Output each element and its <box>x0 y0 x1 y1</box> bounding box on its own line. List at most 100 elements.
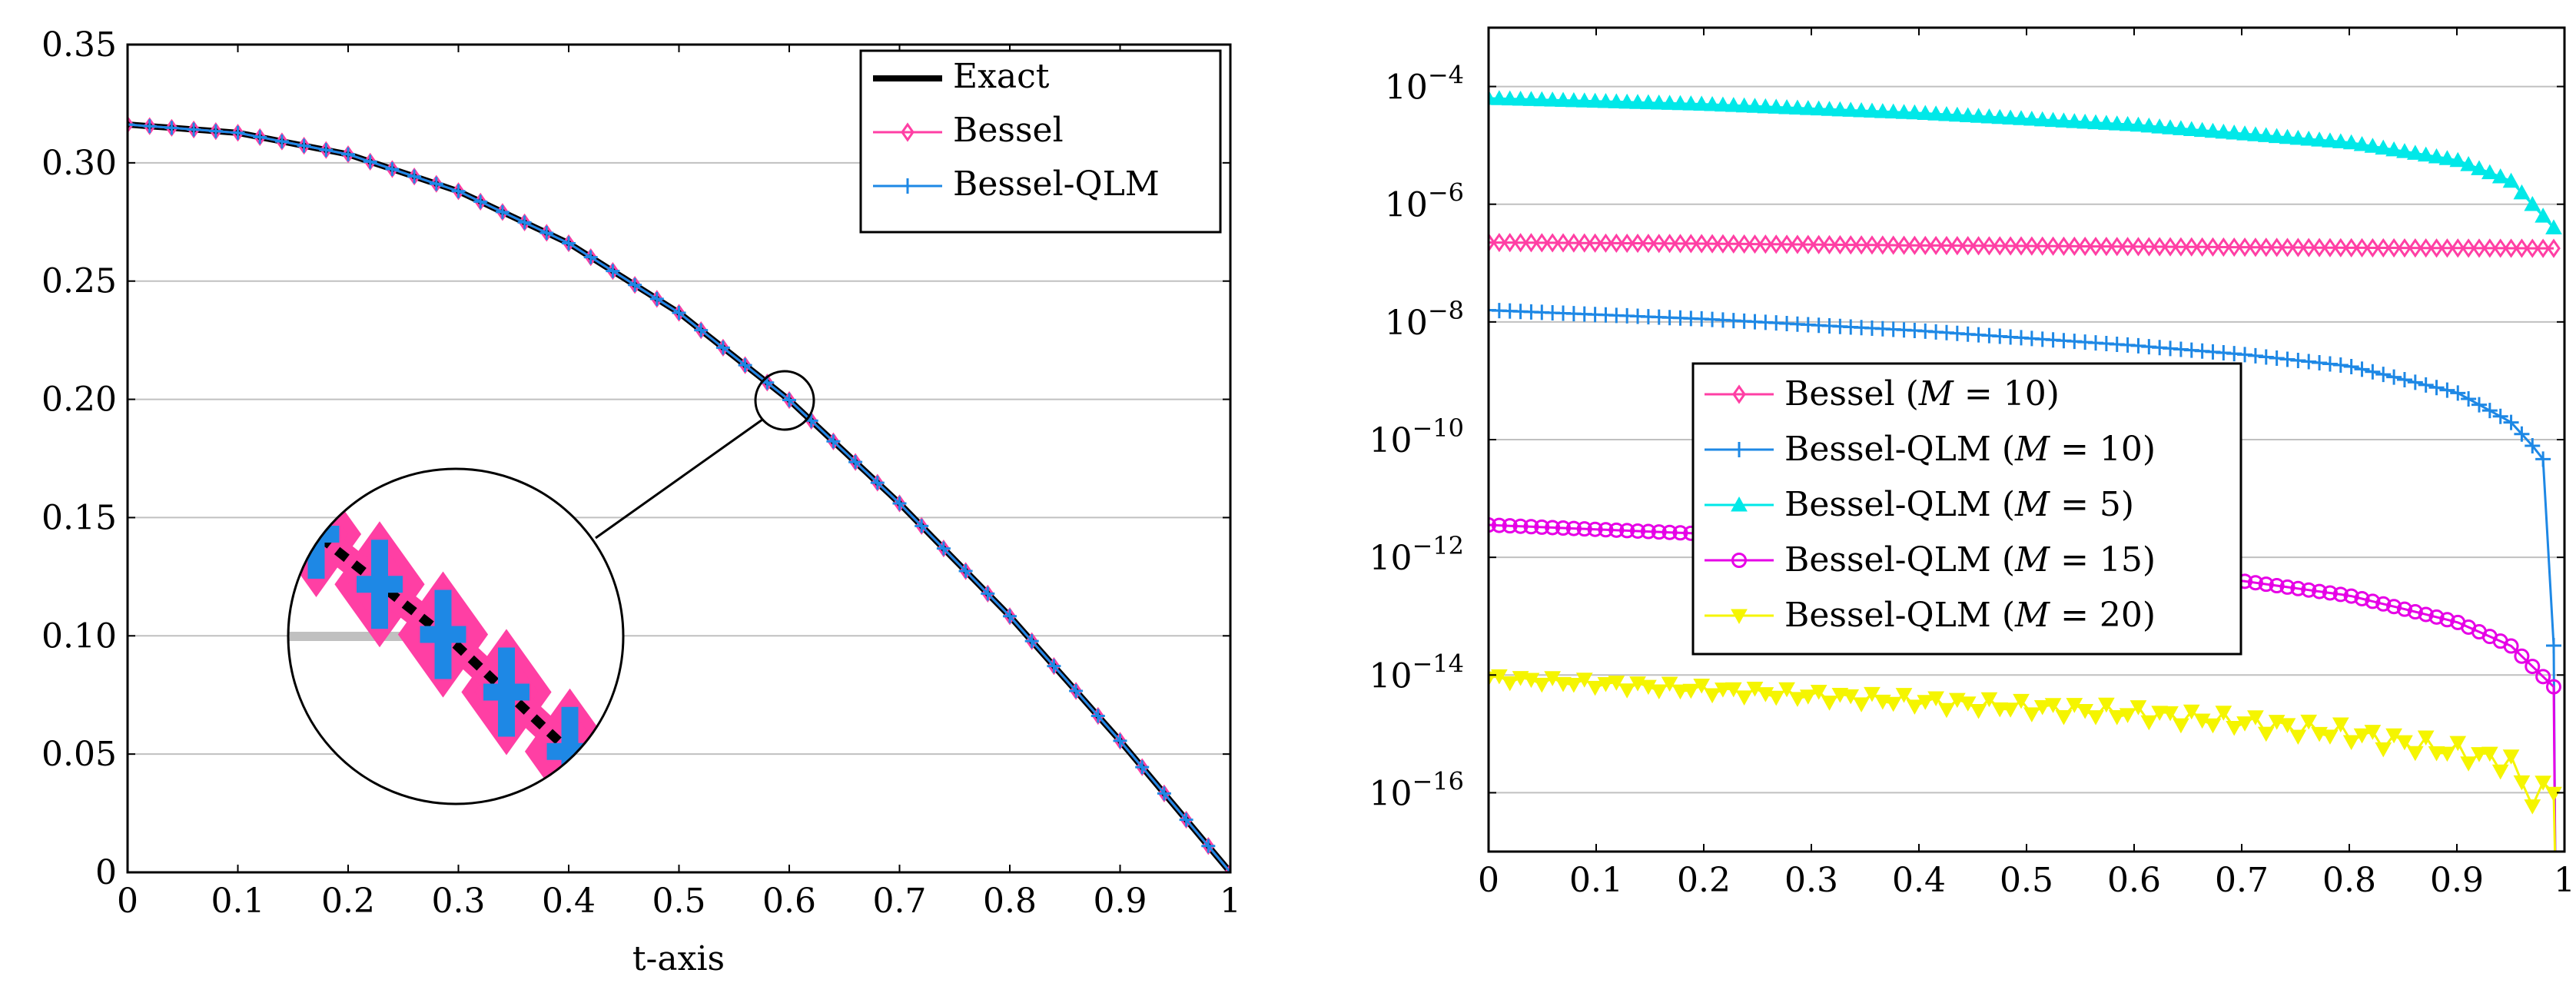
right-series-marker <box>1918 235 1933 255</box>
right-series-marker <box>2259 237 2273 257</box>
right-series-marker <box>2343 588 2359 604</box>
right-series-marker <box>1575 673 1593 688</box>
right-series-marker <box>2535 451 2551 467</box>
right-series-marker <box>2087 114 2104 130</box>
left-series-marker <box>187 122 201 137</box>
right-series-marker <box>1524 233 1539 253</box>
right-series-marker <box>2269 578 2285 594</box>
right-series-marker <box>2438 746 2456 762</box>
right-series-marker <box>1991 702 2009 718</box>
right-series-marker <box>2247 347 2263 364</box>
left-y-tick-label: 0.05 <box>41 735 117 774</box>
right-series-marker <box>1844 234 1858 255</box>
right-series-marker <box>2067 236 2082 257</box>
right-series-marker <box>2110 237 2124 257</box>
right-legend-label: Bessel-QLM (M = 20) <box>1784 596 2156 635</box>
right-series-marker <box>2033 111 2051 127</box>
right-series-marker <box>2174 237 2188 257</box>
right-series-marker <box>2140 715 2158 731</box>
left-series-marker <box>782 393 796 407</box>
right-series-marker <box>2322 585 2338 601</box>
right-series-marker <box>2257 127 2275 142</box>
right-series-marker <box>1492 232 1506 253</box>
right-series-marker <box>1735 690 1753 706</box>
left-series-marker <box>826 434 841 449</box>
right-series-marker <box>1874 103 1891 118</box>
right-series-marker <box>1799 689 1817 705</box>
right-series-4 <box>1489 669 2562 852</box>
right-series-marker <box>1884 103 1902 119</box>
right-x-tick-label: 0.8 <box>2322 861 2376 900</box>
left-series-marker <box>363 154 377 169</box>
left-legend-label: Bessel-QLM <box>953 164 1160 204</box>
right-chart: 0 0.1 0.2 0.3 0.4 0.5 0.6 0.7 0.8 0.9 1 10−410−610… <box>1369 26 2575 900</box>
left-series-marker <box>1090 709 1105 723</box>
right-series-marker <box>2238 237 2252 257</box>
right-series-marker <box>2204 718 2222 734</box>
right-series-marker <box>2291 237 2305 257</box>
left-x-tick-label: 0.3 <box>432 882 486 921</box>
right-series-marker <box>1650 684 1668 700</box>
zoom-connector-line <box>595 418 763 540</box>
right-series-marker <box>2375 139 2392 155</box>
left-series-marker <box>892 496 907 510</box>
right-series-marker <box>1725 682 1742 698</box>
left-series-marker <box>1113 733 1127 748</box>
right-series-marker <box>1801 234 1815 254</box>
right-series-marker <box>2002 702 2019 718</box>
right-series-marker <box>2439 382 2455 398</box>
right-series-marker <box>1864 686 1881 702</box>
right-series-marker <box>2449 736 2467 752</box>
right-series-marker <box>1619 523 1635 539</box>
left-series-marker <box>628 277 642 292</box>
right-series-marker <box>2504 238 2518 258</box>
right-series-marker <box>2087 710 2104 726</box>
right-series-marker <box>2322 132 2339 148</box>
right-series-marker <box>1884 696 1902 712</box>
right-series-marker <box>1651 524 1667 540</box>
zoom-source-circle <box>754 370 815 431</box>
right-series-marker <box>2375 596 2392 612</box>
left-legend-label: Exact <box>953 57 1050 96</box>
right-legend-label: Bessel-QLM (M = 15) <box>1784 540 2156 580</box>
right-series-marker <box>2545 786 2562 802</box>
left-series-marker <box>142 119 157 134</box>
right-series-marker <box>1778 682 1795 698</box>
right-series-marker <box>1959 696 1977 712</box>
right-series-marker <box>1704 688 1721 704</box>
right-series-marker <box>1567 233 1581 253</box>
right-series-marker <box>1620 233 1635 254</box>
right-series-marker <box>2044 698 2062 713</box>
right-series-marker <box>2536 238 2550 258</box>
right-series-marker <box>1959 107 1977 123</box>
right-series-marker <box>1673 234 1688 254</box>
right-series-marker <box>1661 524 1678 540</box>
right-series-marker <box>1950 235 1964 256</box>
right-series-marker <box>2023 707 2040 722</box>
right-series-marker <box>1512 90 1529 106</box>
right-series-marker <box>1545 233 1559 253</box>
right-series-2 <box>1489 89 2562 234</box>
right-series-marker <box>2428 380 2445 396</box>
right-series-marker <box>1608 93 1625 108</box>
right-series-marker <box>2502 172 2520 188</box>
right-series-marker <box>2226 124 2243 140</box>
left-series-marker <box>583 250 598 264</box>
right-series-marker <box>1769 234 1784 254</box>
right-series-marker <box>2535 208 2551 223</box>
right-series-marker <box>2258 576 2274 593</box>
right-series-marker <box>2269 237 2284 257</box>
left-x-tick-label: 0.2 <box>321 882 375 921</box>
inset-exact-line <box>288 469 623 804</box>
right-series-marker <box>1535 233 1549 253</box>
left-series-marker <box>1003 609 1017 623</box>
right-series-line <box>1489 241 2554 250</box>
right-series-marker <box>1971 236 1986 256</box>
right-series-marker <box>2035 236 2050 256</box>
right-series-marker <box>2066 113 2083 128</box>
right-series-marker <box>2153 237 2167 257</box>
right-series-marker <box>1631 233 1645 254</box>
right-series-marker <box>1886 235 1900 255</box>
right-legend-marker <box>1731 553 1747 568</box>
right-series-marker <box>2417 146 2435 162</box>
